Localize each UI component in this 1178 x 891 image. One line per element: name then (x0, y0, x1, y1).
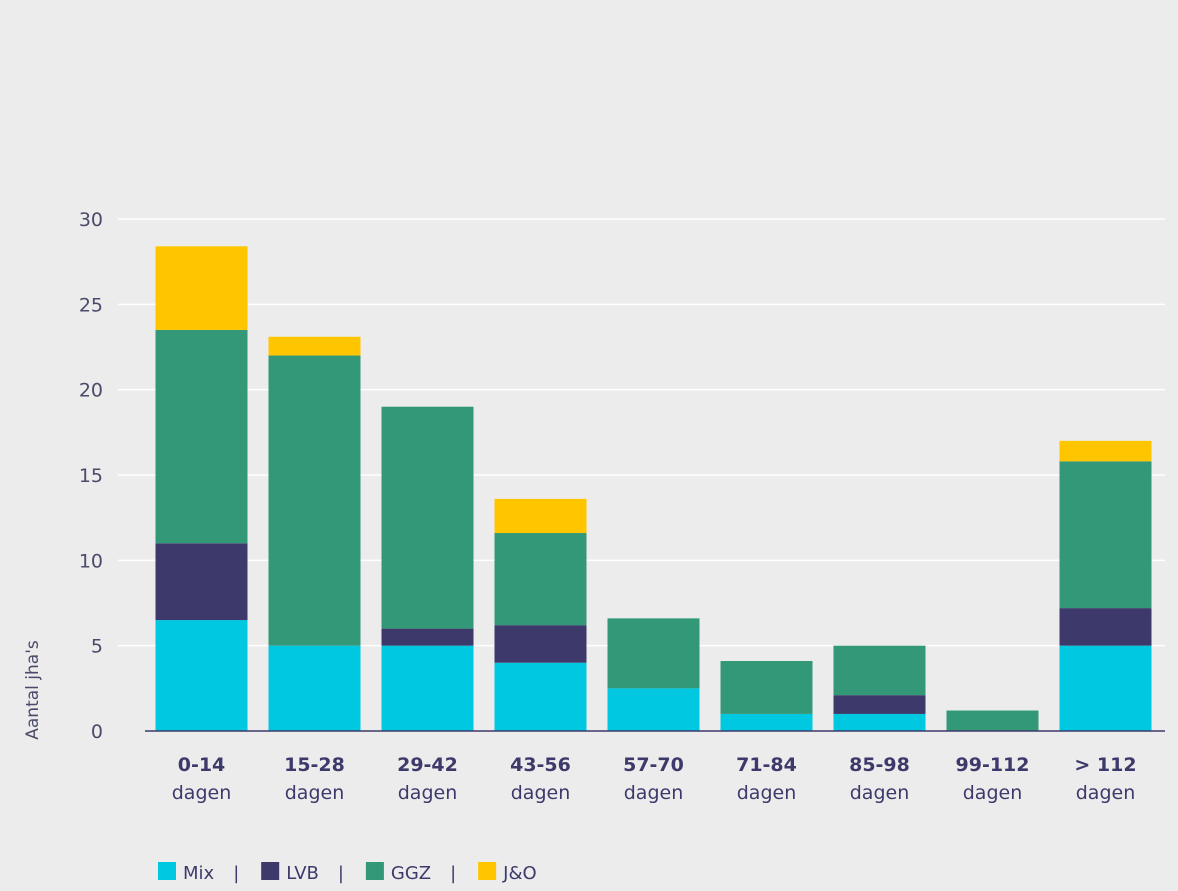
x-tick-label-range-4: 57-70 (623, 754, 684, 776)
x-tick-label-range-0: 0-14 (178, 754, 226, 776)
x-tick-label-range-5: 71-84 (736, 754, 797, 776)
x-tick-label-range-6: 85-98 (849, 754, 910, 776)
bar-jo-0 (155, 246, 248, 330)
bar-mix-4 (607, 688, 700, 731)
x-axis-categories: 0-14 dagen 15-28 dagen 29-42 dagen 43-56 dagen 5… (172, 754, 1137, 804)
bar-mix-6 (833, 713, 926, 731)
bar-lvb-8 (1059, 608, 1152, 646)
y-tick-label-25: 25 (79, 294, 103, 316)
bar-mix-0 (155, 620, 248, 731)
bar-ggz-1 (268, 355, 361, 646)
legend-label-1: LVB (286, 863, 319, 884)
bar-ggz-5 (720, 661, 813, 714)
x-tick-label-range-3: 43-56 (510, 754, 571, 776)
legend-separator-2: | (450, 863, 456, 884)
x-tick-label-range-2: 29-42 (397, 754, 458, 776)
x-tick-label-unit-6: dagen (850, 782, 910, 804)
y-tick-label-5: 5 (91, 636, 103, 658)
x-tick-label-unit-0: dagen (172, 782, 232, 804)
x-tick-label-range-7: 99-112 (956, 754, 1030, 776)
legend-label-3: J&O (502, 863, 537, 884)
bar-mix-3 (494, 662, 587, 731)
bar-ggz-8 (1059, 461, 1152, 609)
bar-lvb-2 (381, 628, 474, 646)
legend-separator-0: | (233, 863, 239, 884)
bar-ggz-0 (155, 329, 248, 544)
y-tick-label-0: 0 (91, 721, 103, 743)
y-tick-label-30: 30 (79, 209, 103, 231)
bar-ggz-3 (494, 533, 587, 626)
legend-swatch-1 (261, 862, 280, 880)
bar-lvb-6 (833, 695, 926, 714)
bar-lvb-0 (155, 543, 248, 621)
legend-separator-1: | (338, 863, 344, 884)
bar-jo-8 (1059, 440, 1152, 462)
bar-ggz-4 (607, 618, 700, 689)
legend: Mix | LVB | GGZ | J&O (158, 862, 537, 884)
legend-swatch-3 (478, 862, 497, 880)
x-tick-label-unit-3: dagen (511, 782, 571, 804)
legend-label-2: GGZ (391, 863, 431, 884)
bars (155, 246, 1152, 731)
x-tick-label-unit-7: dagen (963, 782, 1023, 804)
bar-mix-1 (268, 645, 361, 731)
x-tick-label-unit-1: dagen (285, 782, 345, 804)
legend-label-0: Mix (183, 863, 215, 884)
x-tick-label-unit-4: dagen (624, 782, 684, 804)
bar-ggz-7 (946, 710, 1039, 731)
bar-jo-3 (494, 498, 587, 534)
x-tick-label-range-1: 15-28 (284, 754, 345, 776)
x-tick-label-range-8: > 112 (1074, 754, 1136, 776)
legend-swatch-2 (365, 862, 384, 880)
y-axis-ticks: 0 5 10 15 20 25 30 (79, 209, 103, 743)
bar-ggz-6 (833, 645, 926, 696)
bar-jo-1 (268, 336, 361, 356)
bar-mix-2 (381, 645, 474, 731)
y-tick-label-20: 20 (79, 380, 103, 402)
bar-mix-8 (1059, 645, 1152, 731)
bar-lvb-3 (494, 625, 587, 663)
legend-swatch-0 (158, 862, 176, 880)
y-tick-label-15: 15 (79, 465, 103, 487)
x-tick-label-unit-8: dagen (1076, 782, 1136, 804)
x-tick-label-unit-5: dagen (737, 782, 797, 804)
y-axis-label: Aantal jha's (23, 640, 43, 740)
y-tick-label-10: 10 (79, 550, 103, 572)
bar-ggz-2 (381, 406, 474, 629)
x-tick-label-unit-2: dagen (398, 782, 458, 804)
bar-mix-5 (720, 713, 813, 731)
